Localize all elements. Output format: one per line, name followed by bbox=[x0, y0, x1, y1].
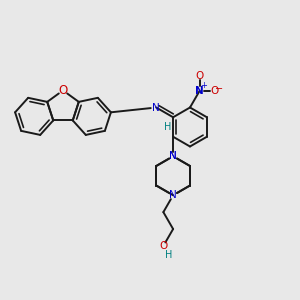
Text: H: H bbox=[165, 250, 172, 260]
Text: H: H bbox=[164, 122, 171, 131]
Text: N: N bbox=[169, 190, 177, 200]
Text: O: O bbox=[159, 241, 167, 251]
Text: +: + bbox=[200, 81, 207, 90]
Text: N: N bbox=[169, 151, 177, 161]
Text: O: O bbox=[210, 85, 218, 96]
Text: N: N bbox=[169, 151, 177, 161]
Text: N: N bbox=[195, 85, 204, 96]
Text: −: − bbox=[215, 84, 223, 94]
Text: O: O bbox=[196, 71, 204, 81]
Text: O: O bbox=[58, 84, 68, 97]
Text: N: N bbox=[152, 103, 160, 112]
